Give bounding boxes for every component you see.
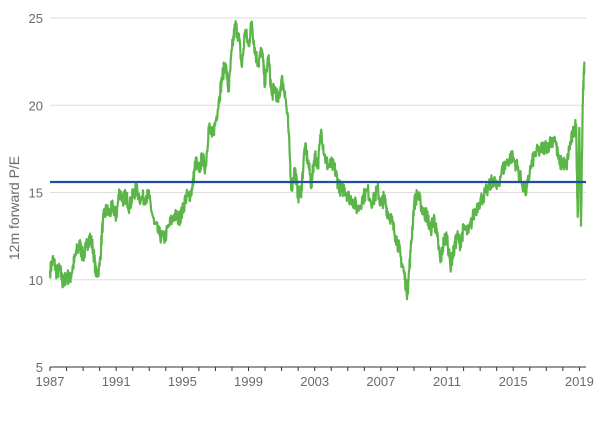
x-tick-label-2003: 2003 [300,374,329,389]
y-tick-labels: 5 10 15 20 25 [29,11,43,375]
gridlines [50,17,586,281]
y-tick-label-25: 25 [29,11,43,26]
y-tick-label-5: 5 [36,360,43,375]
x-tick-labels: 1987 1991 1995 1999 2003 2007 2011 2015 2019 [36,374,594,389]
y-tick-label-15: 15 [29,186,43,201]
pe-series-line [48,20,586,301]
x-tick-label-1999: 1999 [234,374,263,389]
x-ticks [49,367,580,371]
x-tick-label-1991: 1991 [102,374,131,389]
x-tick-label-1995: 1995 [168,374,197,389]
x-tick-label-2007: 2007 [366,374,395,389]
y-axis-title: 12m forward P/E [6,156,22,260]
x-tick-label-2011: 2011 [433,374,461,389]
x-tick-label-2015: 2015 [499,374,528,389]
y-tick-label-10: 10 [29,273,43,288]
x-tick-label-2019: 2019 [565,374,594,389]
y-tick-label-20: 20 [29,98,43,113]
x-tick-label-1987: 1987 [36,374,65,389]
